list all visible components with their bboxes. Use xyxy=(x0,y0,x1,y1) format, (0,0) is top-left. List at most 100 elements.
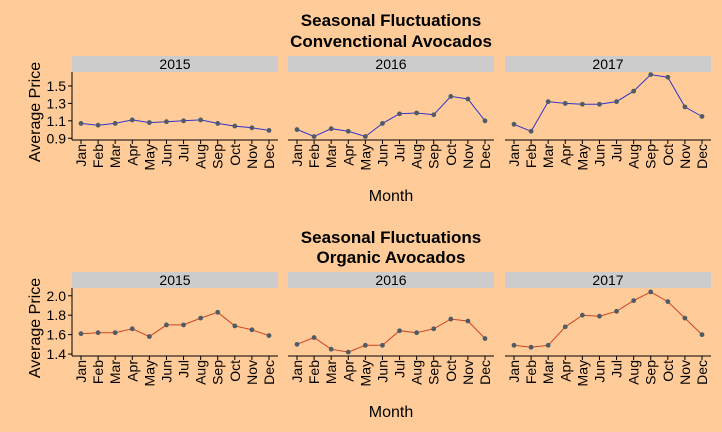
chart-1: Seasonal Fluctuations Convenctional Avoca… xyxy=(27,11,711,205)
data-point xyxy=(545,342,551,348)
chart-title-line-1: Seasonal Fluctuations xyxy=(301,228,481,247)
y-tick-label: 2.0 xyxy=(47,288,67,304)
data-point xyxy=(380,342,385,348)
data-point xyxy=(164,119,169,125)
facet-strip xyxy=(288,272,494,288)
x-tick-label: May xyxy=(357,360,373,386)
x-tick-label: Jun xyxy=(374,144,390,167)
data-point xyxy=(345,349,351,355)
data-point xyxy=(648,72,654,78)
series-line xyxy=(296,95,486,138)
x-tick-label: Oct xyxy=(227,144,243,166)
data-point xyxy=(528,344,534,350)
x-tick-label: Apr xyxy=(124,360,140,382)
data-point xyxy=(328,126,334,132)
x-tick-label: Dec xyxy=(477,360,493,385)
facet-strip-label: 2015 xyxy=(159,272,190,288)
x-tick-label: Sep xyxy=(210,144,226,169)
x-tick-label: Oct xyxy=(443,360,459,382)
data-point xyxy=(345,128,351,134)
data-point xyxy=(482,336,488,341)
x-axis-label: Month xyxy=(369,404,413,421)
data-point xyxy=(129,326,135,332)
x-tick-label: Aug xyxy=(409,360,425,385)
data-point xyxy=(95,330,101,336)
y-axis-label: Average Price xyxy=(27,62,44,162)
x-tick-label: Oct xyxy=(227,360,243,382)
x-tick-label: Feb xyxy=(90,360,106,384)
data-point xyxy=(614,308,619,314)
x-tick-label: Apr xyxy=(340,360,356,382)
x-tick-label: Aug xyxy=(626,360,642,385)
series-line xyxy=(513,74,703,132)
x-tick-label: Nov xyxy=(677,144,693,169)
y-tick-label: 1.8 xyxy=(47,307,67,323)
data-point xyxy=(266,128,272,133)
data-point xyxy=(448,94,454,99)
chart-title-line-2: Organic Avocados xyxy=(317,248,466,267)
data-point xyxy=(448,316,454,322)
data-point xyxy=(181,118,186,124)
data-point xyxy=(511,121,517,127)
data-point xyxy=(380,121,385,126)
data-point xyxy=(511,342,517,348)
x-tick-label: Oct xyxy=(660,360,676,382)
data-point xyxy=(362,342,368,348)
data-point xyxy=(397,328,402,334)
x-tick-label: Nov xyxy=(244,144,260,169)
x-tick-label: Mar xyxy=(323,360,339,384)
x-tick-label: Jan xyxy=(73,144,89,167)
data-point xyxy=(682,104,688,110)
facet-strip-label: 2015 xyxy=(159,56,190,72)
data-point xyxy=(648,289,654,295)
data-point xyxy=(579,312,585,318)
x-tick-label: Mar xyxy=(540,144,556,168)
x-tick-label: May xyxy=(357,144,373,170)
x-tick-label: Jul xyxy=(609,144,625,162)
x-tick-label: Jul xyxy=(609,360,625,378)
x-tick-label: Apr xyxy=(340,144,356,166)
facet-panel-2017: 2017 Jan Feb Mar Apr May Jun Jul Aug Sep Oct Nov Dec xyxy=(505,272,711,386)
x-tick-label: Sep xyxy=(426,360,442,385)
facet-strip-label: 2017 xyxy=(592,272,623,288)
x-tick-label: Jan xyxy=(506,360,522,383)
x-tick-label: Apr xyxy=(557,360,573,382)
facet-panel-2017: 2017 Jan Feb Mar Apr May Jun Jul Aug Sep Oct Nov Dec xyxy=(505,56,711,170)
data-point xyxy=(215,121,221,126)
data-point xyxy=(465,96,471,102)
data-point xyxy=(562,324,568,330)
data-point xyxy=(129,117,135,123)
facet-panel-2016: 2016 Jan Feb Mar Apr May Jun Jul Aug Sep Oct Nov Dec xyxy=(288,56,494,170)
facet-strip xyxy=(505,272,711,288)
series-line xyxy=(296,318,486,353)
x-tick-label: May xyxy=(574,360,590,386)
facet-panel-2015: 2015 Jan Feb Mar Apr May Jun Jul Aug Sep Oct Nov Dec xyxy=(72,56,278,170)
x-tick-label: Mar xyxy=(323,144,339,168)
x-tick-label: Feb xyxy=(523,144,539,168)
x-tick-label: Jul xyxy=(392,360,408,378)
x-tick-label: Nov xyxy=(460,144,476,169)
x-tick-label: Feb xyxy=(523,360,539,384)
facet-strip-label: 2016 xyxy=(375,56,406,72)
data-point xyxy=(414,110,420,116)
facet-strip xyxy=(72,272,278,288)
x-tick-label: Jul xyxy=(176,360,192,378)
data-point xyxy=(431,112,437,118)
x-tick-label: Jul xyxy=(176,144,192,162)
series-line xyxy=(513,291,703,348)
x-tick-label: Sep xyxy=(426,144,442,169)
x-tick-label: Mar xyxy=(540,360,556,384)
data-point xyxy=(198,315,204,321)
facet-strip-label: 2017 xyxy=(592,56,623,72)
data-point xyxy=(328,346,334,352)
x-tick-label: Sep xyxy=(643,144,659,169)
data-point xyxy=(294,127,300,132)
x-tick-label: Aug xyxy=(193,144,209,169)
x-tick-label: Jan xyxy=(73,360,89,383)
data-point xyxy=(164,322,169,328)
x-tick-label: Jun xyxy=(591,144,607,167)
x-tick-label: Jan xyxy=(289,144,305,167)
series-line xyxy=(80,119,270,131)
x-tick-label: May xyxy=(574,144,590,170)
data-point xyxy=(232,123,238,129)
